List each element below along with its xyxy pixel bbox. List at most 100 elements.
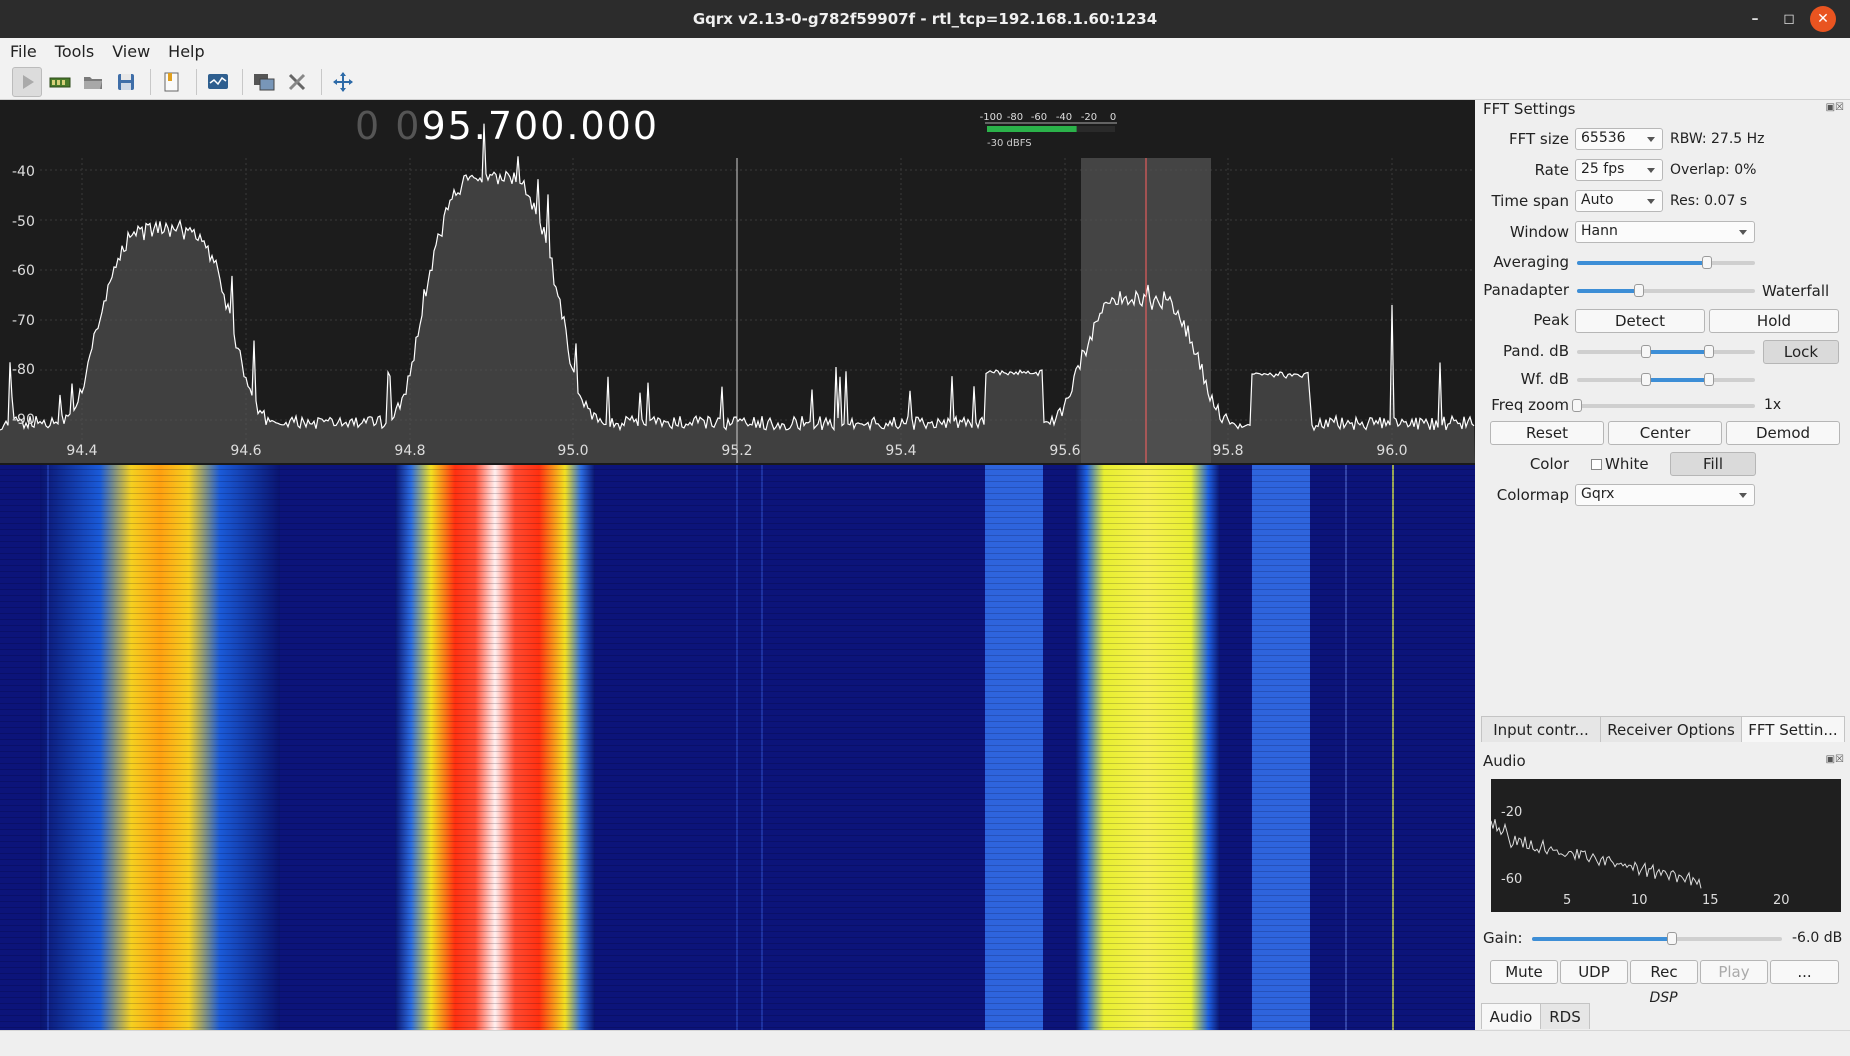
network-icon[interactable] [203, 67, 233, 97]
pand-db-min-handle[interactable] [1641, 345, 1652, 358]
fft-size-select[interactable]: 65536 [1575, 128, 1663, 150]
audio-freq-label: 15 [1702, 893, 1719, 908]
timespan-select[interactable]: Auto [1575, 190, 1663, 212]
audio-gain-slider[interactable] [1532, 932, 1782, 945]
meter-tick: -100 [980, 112, 1003, 123]
freq-label: 95.8 [1212, 443, 1243, 459]
freq-zoom-slider[interactable] [1572, 399, 1755, 412]
toolbar-separator [150, 68, 151, 95]
tools-icon[interactable] [282, 67, 312, 97]
dock-tab-bar: Input contr... Receiver Options FFT Sett… [1481, 716, 1845, 742]
gain-value: -6.0 dB [1792, 930, 1843, 946]
frequency-leading-zeros: 0 0 [355, 104, 422, 148]
freq-zoom-value: 1x [1764, 397, 1782, 413]
window-title: Gqrx v2.13-0-g782f59907f - rtl_tcp=192.1… [692, 10, 1158, 28]
menu-bar: File Tools View Help [0, 38, 1850, 64]
rate-label: Rate [1534, 161, 1569, 179]
tab-rds[interactable]: RDS [1540, 1003, 1590, 1029]
audio-db-label: -60 [1501, 872, 1522, 887]
menu-file[interactable]: File [10, 41, 37, 61]
audio-freq-label: 10 [1631, 893, 1648, 908]
panadapter-slider-handle[interactable] [1634, 284, 1645, 297]
wf-db-label: Wf. dB [1520, 370, 1569, 388]
pand-db-max-handle[interactable] [1703, 345, 1714, 358]
wf-db-min-handle[interactable] [1641, 373, 1652, 386]
dock-float-close-icon[interactable]: ▣☒ [1825, 102, 1844, 113]
window-select[interactable]: Hann [1575, 221, 1755, 243]
hardware-icon[interactable] [45, 67, 75, 97]
averaging-slider-handle[interactable] [1701, 256, 1712, 269]
window-titlebar: Gqrx v2.13-0-g782f59907f - rtl_tcp=192.1… [0, 0, 1850, 38]
panadapter-waterfall-slider[interactable] [1577, 284, 1755, 297]
white-checkbox-label: White [1605, 455, 1649, 473]
spectrum-canvas[interactable]: -40 -50 -60 -70 -80 -90 94.4 94.6 94.8 9… [0, 100, 1475, 1030]
wf-db-range-slider[interactable] [1577, 373, 1755, 386]
demod-button[interactable]: Demod [1726, 421, 1840, 445]
close-button[interactable]: ✕ [1810, 6, 1836, 32]
waterfall-label: Waterfall [1762, 282, 1830, 300]
play-icon[interactable] [12, 66, 42, 97]
fullscreen-icon[interactable] [328, 67, 358, 97]
meter-tick: 0 [1110, 112, 1116, 123]
toolbar-separator [242, 68, 243, 95]
tab-receiver-options[interactable]: Receiver Options [1600, 716, 1742, 742]
freq-zoom-handle[interactable] [1572, 399, 1582, 412]
spectrum-panel[interactable]: -40 -50 -60 -70 -80 -90 94.4 94.6 94.8 9… [0, 100, 1475, 1030]
tab-input-controls[interactable]: Input contr... [1481, 716, 1601, 742]
frequency-display[interactable]: 0 095.700.000 [355, 104, 659, 148]
color-label: Color [1529, 455, 1569, 473]
frequency-value: 95.700.000 [421, 104, 660, 148]
open-icon[interactable] [78, 67, 108, 97]
toolbar [0, 64, 1850, 100]
menu-view[interactable]: View [112, 41, 151, 61]
audio-freq-label: 5 [1563, 893, 1571, 908]
peak-hold-button[interactable]: Hold [1709, 309, 1839, 333]
signal-meter-readout: -30 dBFS [987, 138, 1032, 149]
white-checkbox[interactable] [1591, 459, 1602, 470]
bookmark-icon[interactable] [157, 67, 187, 97]
center-button[interactable]: Center [1608, 421, 1722, 445]
tab-audio[interactable]: Audio [1481, 1003, 1541, 1029]
udp-button[interactable]: UDP [1560, 960, 1628, 984]
peak-detect-button[interactable]: Detect [1575, 309, 1705, 333]
freq-label: 95.6 [1049, 443, 1080, 459]
freq-label: 96.0 [1376, 443, 1407, 459]
db-label: -60 [12, 263, 35, 279]
fill-button[interactable]: Fill [1670, 452, 1756, 476]
meter-tick: -60 [1031, 112, 1047, 123]
freq-label: 95.4 [885, 443, 916, 459]
wf-db-max-handle[interactable] [1703, 373, 1714, 386]
maximize-button[interactable]: ◻ [1783, 11, 1795, 27]
minimize-button[interactable]: – [1751, 11, 1759, 27]
res-readout: Res: 0.07 s [1670, 193, 1748, 209]
tab-fft-settings[interactable]: FFT Settin... [1741, 716, 1845, 742]
freq-label: 94.6 [230, 443, 261, 459]
gain-label: Gain: [1483, 929, 1523, 947]
audio-fft-plot[interactable]: -20 -60 5 10 15 20 [1490, 779, 1841, 912]
play-button[interactable]: Play [1700, 960, 1768, 984]
save-icon[interactable] [111, 67, 141, 97]
colormap-select[interactable]: Gqrx [1575, 484, 1755, 506]
menu-help[interactable]: Help [168, 41, 205, 61]
db-label: -80 [12, 362, 35, 378]
toolbar-separator [196, 68, 197, 95]
audio-title: Audio [1483, 752, 1526, 770]
record-button[interactable]: Rec [1630, 960, 1698, 984]
audio-dock-float-close-icon[interactable]: ▣☒ [1825, 754, 1844, 765]
reset-button[interactable]: Reset [1490, 421, 1604, 445]
freq-label: 94.8 [394, 443, 425, 459]
averaging-slider[interactable] [1577, 256, 1755, 269]
remote-icon[interactable] [249, 67, 279, 97]
audio-gain-handle[interactable] [1667, 932, 1677, 945]
mute-button[interactable]: Mute [1490, 960, 1558, 984]
menu-tools[interactable]: Tools [54, 41, 95, 61]
audio-options-button[interactable]: ... [1770, 960, 1839, 984]
meter-tick: -80 [1007, 112, 1023, 123]
pand-db-range-slider[interactable] [1577, 345, 1755, 358]
db-label: -40 [12, 164, 35, 180]
lock-button[interactable]: Lock [1763, 340, 1839, 364]
meter-tick: -40 [1056, 112, 1072, 123]
rate-select[interactable]: 25 fps [1575, 159, 1663, 181]
dsp-label: DSP [1649, 990, 1678, 1006]
waterfall[interactable] [0, 465, 1475, 1030]
